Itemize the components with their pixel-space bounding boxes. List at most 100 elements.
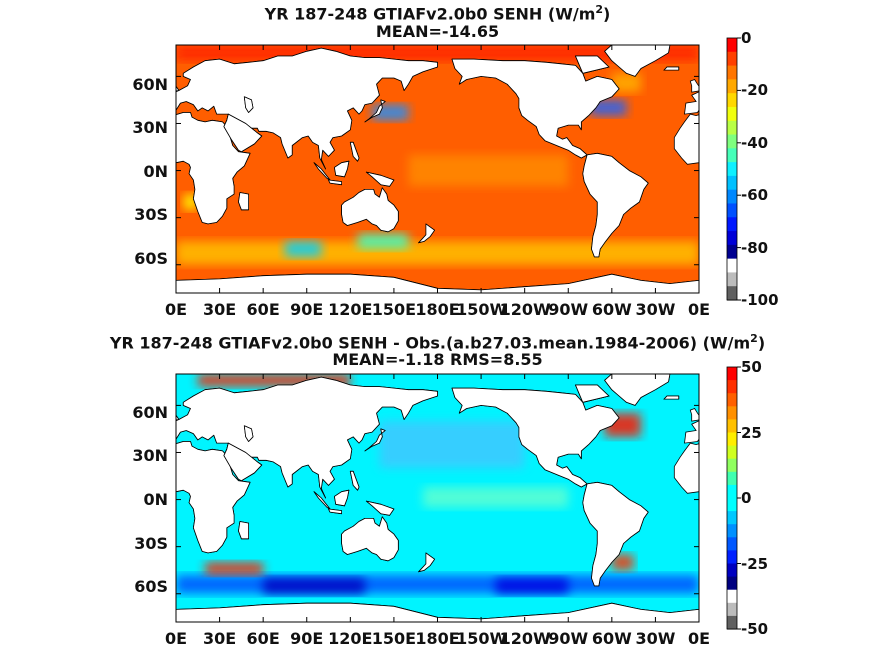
colorbar-label: 0 <box>741 489 752 507</box>
land-australia <box>341 187 399 233</box>
p2-ylabel-30n: 30N <box>132 446 168 465</box>
field-eq-pacific <box>422 487 569 508</box>
colorbar-segment <box>727 65 737 80</box>
colorbar-label: -40 <box>741 133 769 152</box>
panel2-subtitle: MEAN=-1.18 RMS=8.55 <box>332 350 543 369</box>
land-africa-wrap <box>673 442 699 494</box>
colorbar-label: -80 <box>741 238 769 257</box>
x-axis-label: 60W <box>591 300 632 319</box>
panel1-title-text: YR 187-248 GTIAFv2.0b0 SENH (W/m <box>264 4 596 24</box>
map-panel-1 <box>176 45 699 293</box>
colorbar-segment <box>727 203 737 218</box>
colorbar-segment <box>727 93 737 108</box>
x-axis-label: 150W <box>456 300 508 319</box>
p1-ylabel-0n: 0N <box>143 162 168 181</box>
land-iceland-wrap <box>663 395 680 400</box>
panel2-title-exponent: 2 <box>750 332 758 345</box>
land-uk-wrap <box>689 408 699 422</box>
x-axis-label: 90W <box>548 629 589 648</box>
x-axis-label: 180E <box>415 629 460 648</box>
field-s-indian <box>263 578 365 594</box>
colorbar-segment <box>727 393 737 407</box>
p2-ylabel-30s: 30S <box>134 534 168 553</box>
colorbar-segment <box>727 576 737 591</box>
x-axis-label: 60E <box>246 300 280 319</box>
colorbar-segment <box>727 550 737 565</box>
x-axis-label: 60E <box>246 629 280 648</box>
colorbar-segment <box>727 537 737 551</box>
panel2-title-text: YR 187-248 GTIAFv2.0b0 SENH - Obs.(a.b27… <box>109 333 751 353</box>
colorbar-segment <box>727 367 737 381</box>
colorbar-segment <box>727 244 737 260</box>
colorbar-segment <box>727 471 737 486</box>
colorbar-segment <box>727 79 737 94</box>
land-caspian <box>243 425 254 442</box>
field-kerguelen <box>284 241 322 257</box>
x-axis-label: 90E <box>290 300 324 319</box>
field-southern-ocean <box>176 574 699 594</box>
x-axis-label: 180E <box>415 300 460 319</box>
land-north-america <box>451 387 620 488</box>
p1-ylabel-60n: 60N <box>132 75 168 94</box>
x-axis-label: 0E <box>687 300 711 319</box>
panel1-title-exponent: 2 <box>595 3 604 16</box>
colorbar-label: -20 <box>741 81 769 100</box>
colorbar-segment <box>727 419 737 434</box>
colorbar-label: -25 <box>741 554 769 573</box>
colorbar-segment <box>727 458 737 473</box>
p2-ylabel-60n: 60N <box>132 403 168 422</box>
colorbar-segment <box>727 51 737 67</box>
land-borneo <box>333 489 350 507</box>
land-sumatra <box>313 162 331 181</box>
land-south-america <box>582 152 649 258</box>
x-axis-label: 120W <box>499 629 551 648</box>
field-s-pacific <box>495 578 569 594</box>
land-eurasia-wrap <box>684 91 699 115</box>
land-new-zealand <box>418 223 436 244</box>
land-south-america <box>582 481 649 587</box>
x-axis-label: 120W <box>499 300 551 319</box>
panel1-subtitle: MEAN=-14.65 <box>375 22 500 41</box>
colorbar-frame <box>726 37 738 301</box>
p1-ylabel-30s: 30S <box>134 205 168 224</box>
colorbar-label: 50 <box>741 358 762 376</box>
colorbar-segment <box>727 406 737 420</box>
land-new-guinea <box>365 171 395 187</box>
x-axis-label: 90E <box>290 629 324 648</box>
x-axis-label: 120E <box>328 629 373 648</box>
field-brazil-malvinas <box>611 554 634 571</box>
land-philippines <box>349 141 360 162</box>
colorbar-segment <box>727 258 737 274</box>
field-north-pacific <box>379 421 525 469</box>
land-africa <box>176 441 251 554</box>
land-north-america <box>451 58 620 159</box>
field-gulf-stream <box>590 99 627 116</box>
x-axis-label: 150E <box>371 300 417 319</box>
x-axis-label: 150E <box>371 629 417 648</box>
colorbar-segment <box>727 189 737 205</box>
colorbar-label: 25 <box>741 423 762 442</box>
field-tropical-pacific <box>408 154 569 187</box>
x-axis-label: 0E <box>164 300 188 319</box>
colorbar-segment <box>727 175 737 191</box>
land-japan <box>364 428 386 452</box>
land-africa <box>176 112 251 225</box>
colorbar-label: -60 <box>741 186 769 205</box>
colorbar-segment <box>727 120 737 136</box>
land-japan <box>364 99 386 123</box>
field-aus-south <box>357 233 409 250</box>
colorbar-segment <box>727 162 737 177</box>
land-australia <box>341 516 399 562</box>
land-new-guinea <box>365 500 395 516</box>
colorbar-segment <box>727 231 737 246</box>
colorbar-segment <box>727 615 737 630</box>
p1-ylabel-60s: 60S <box>134 249 168 268</box>
x-axis-label: 90W <box>548 300 589 319</box>
colorbar-segment <box>727 484 737 499</box>
panel2-title-suffix: ) <box>757 333 766 353</box>
land-new-zealand <box>418 552 436 573</box>
land-uk-wrap <box>689 79 699 93</box>
x-axis-label: 0E <box>687 629 711 648</box>
colorbar-segment <box>727 106 737 122</box>
